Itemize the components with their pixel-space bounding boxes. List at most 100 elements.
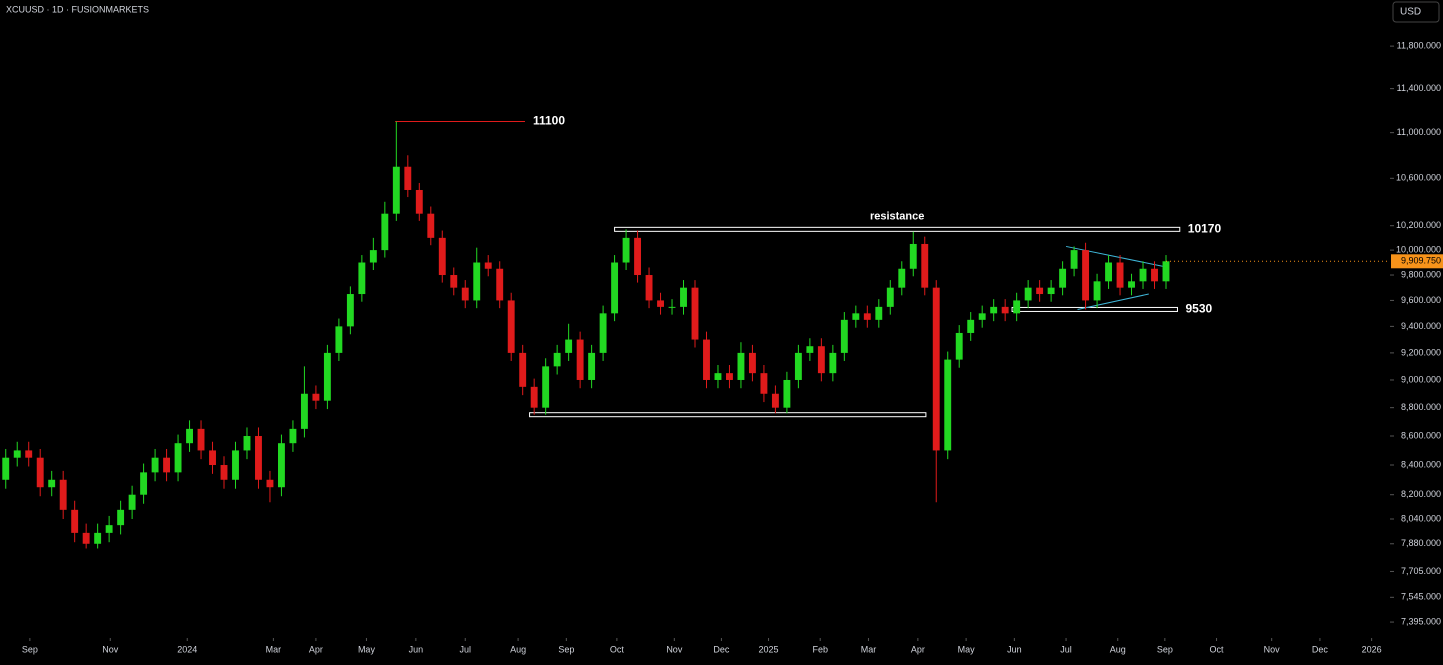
candle-body [197,428,205,451]
currency-label[interactable]: USD [1400,7,1421,18]
candle-body [369,250,377,263]
candle-body [748,352,756,374]
x-tick-label: 2025 [759,644,779,654]
y-tick-label: 9,600.000 [1401,295,1441,305]
candle-body [358,262,366,295]
level-box [1011,306,1178,312]
x-tick-label: Oct [610,644,625,654]
x-tick-label: Mar [266,644,282,654]
y-tick-label: 11,800.000 [1397,41,1441,51]
x-tick-label: Jul [1060,644,1072,654]
candle-body [220,465,228,480]
level-box [614,226,1181,232]
candle-body [335,326,343,353]
chart-title: XCUUSD · 1D · FUSIONMARKETS [6,4,149,14]
x-tick-label: Dec [713,644,730,654]
candle-body [909,243,917,269]
candle-body [794,352,802,380]
last-price-box [1391,254,1443,269]
candle-body [507,300,515,353]
candle-body [565,339,573,353]
y-tick-label: 9,200.000 [1401,347,1441,357]
candle-body [1116,262,1124,288]
x-tick-label: Aug [510,644,526,654]
candle-body [392,166,400,214]
candle-body [1047,287,1055,295]
x-tick-label: Apr [309,644,323,654]
candle-body [829,352,837,374]
y-tick-label: 10,000.000 [1396,244,1441,254]
y-tick-label: 7,705.000 [1401,566,1441,576]
x-tick-label: Nov [102,644,119,654]
candle-body [1082,250,1090,301]
candle-body [438,237,446,276]
x-tick-label: May [358,644,376,654]
candle-body [278,443,285,488]
candle-body [611,262,619,314]
candle-body [71,509,79,533]
candle-body [898,268,906,288]
candle-body [955,332,963,360]
level-label: 10170 [1188,222,1222,236]
candle-body [427,213,435,238]
x-tick-label: Jun [1007,644,1022,654]
candle-body [82,532,90,544]
candle-body [1001,306,1009,314]
candle-body [852,313,860,320]
candle-body [496,268,504,301]
y-tick-label: 10,600.000 [1396,173,1441,183]
candle-body [737,352,745,380]
candle-body [588,352,596,380]
y-tick-label: 9,400.000 [1401,321,1441,331]
candle-body [450,275,458,288]
candle-body [415,189,423,214]
candle-body [771,393,779,408]
trendline [1077,293,1149,310]
candle-body [289,428,297,444]
candle-body [680,287,687,307]
y-tick-label: 10,200.000 [1396,220,1441,230]
candle-body [921,243,929,288]
candle-body [300,393,308,429]
y-tick-label: 7,880.000 [1401,538,1441,548]
candle-body [863,313,871,320]
candle-body [484,262,492,269]
candle-body [255,436,262,480]
candle-body [473,262,481,301]
x-tick-label: Apr [911,644,925,654]
candle-body [1059,268,1067,288]
x-tick-label: Jun [409,644,424,654]
candle-body [174,443,182,473]
candle-body [312,393,320,401]
candle-body [886,287,894,307]
candle-body [530,386,538,408]
candle-body [634,237,642,276]
level-label: 9530 [1185,302,1212,316]
candle-body [932,287,940,451]
candle-body [243,436,251,451]
x-tick-label: 2026 [1362,644,1382,654]
candle-body [576,339,584,380]
candle-body [726,373,733,380]
candle-body [461,287,469,301]
candle-body [94,532,102,544]
candle-body [622,237,630,263]
candle-body [542,366,550,408]
candle-body [783,379,791,408]
candle-body [151,457,159,473]
y-tick-label: 9,000.000 [1401,374,1441,384]
candle-body [117,509,125,526]
y-tick-label: 11,400.000 [1397,83,1441,93]
candle-body [519,352,527,387]
currency-button[interactable] [1392,1,1440,23]
x-tick-label: Oct [1210,644,1225,654]
x-tick-label: Sep [22,644,38,654]
candle-body [163,457,171,473]
y-tick-label: 8,600.000 [1401,430,1441,440]
candle-body [1139,268,1147,282]
candle-body [645,275,653,301]
candle-body [967,319,975,333]
x-tick-label: Sep [1157,644,1173,654]
